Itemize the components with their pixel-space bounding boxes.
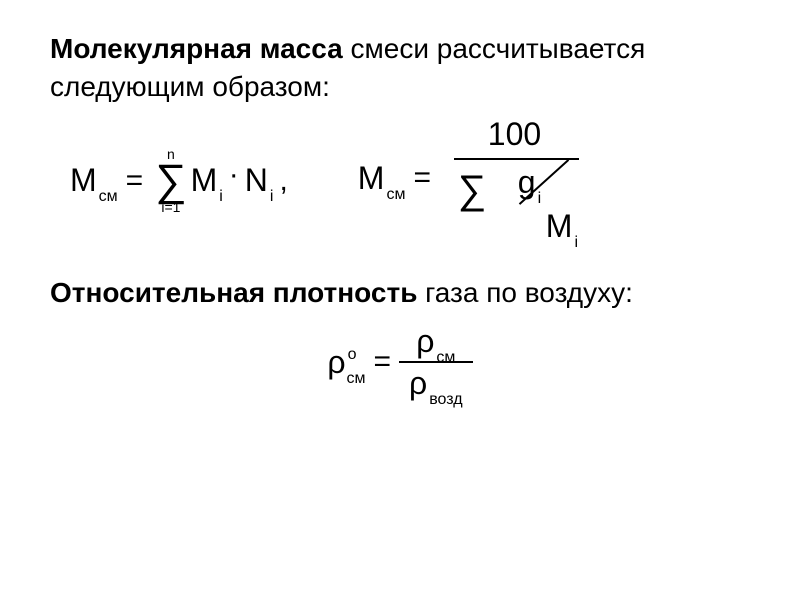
rho-den-sub: возд [429,392,462,408]
var-m-i-2: M i [546,208,578,245]
fraction-rho: ρ см ρ возд [399,321,473,403]
var-m-i: M i [191,162,223,199]
heading-1: Молекулярная масса смеси рассчитывается … [50,30,750,106]
slide: Молекулярная масса смеси рассчитывается … [0,0,800,600]
m-sub-mix: см [99,188,118,206]
m2-base: M [358,160,385,197]
formula-row-1: M см = n ∑ i=1 M i · N i , [70,116,750,246]
mi2-sub: i [574,234,578,252]
heading-1-bold: Молекулярная масса [50,33,343,64]
sigma-symbol-1: ∑ [155,161,186,201]
heading-2-bold: Относительная плотность [50,277,417,308]
var-m-mix-2: M см [358,160,406,197]
formula-3-wrap: ρ o см = ρ см ρ возд [50,321,750,403]
heading-2-rest: газа по воздуху: [417,277,633,308]
sum-lower: i=1 [161,200,180,214]
equals-2: = [413,161,431,195]
mi-sub: i [219,188,223,206]
heading-2: Относительная плотность газа по воздуху: [50,274,750,312]
rho-mix-lhs: ρ o см [327,344,365,381]
var-n-i: N i [245,162,274,199]
rho-base-lhs: ρ [327,344,345,381]
rho-num-sub: см [436,350,455,366]
m2-sub: см [386,186,405,204]
fraction-bar [454,158,579,160]
rho-denominator: ρ возд [399,363,473,403]
rho-numerator: ρ см [406,321,465,361]
equals-1: = [126,164,144,198]
rho-num-base: ρ [416,325,434,357]
formula-3: ρ o см = ρ см ρ возд [327,321,472,403]
summation-1: n ∑ i=1 [155,147,186,215]
var-m-mix-1: M см [70,162,118,199]
rho-den-base: ρ [409,367,427,399]
comma: , [279,164,287,198]
sigma-symbol-2: ∑ [458,168,487,213]
mi-base: M [191,162,218,199]
formula-1: M см = n ∑ i=1 M i · N i , [70,147,288,215]
ni-sub: i [270,188,274,206]
f2-lhs: M см = [358,160,439,197]
ni-base: N [245,162,268,199]
m-base: M [70,162,97,199]
equals-3: = [374,345,392,379]
numerator-100: 100 [488,116,541,153]
rho-sup-o: o [348,346,357,364]
gi-sub: i [538,190,542,208]
mi2-base: M [546,208,573,245]
rho-sub-mix-lhs: см [347,370,366,388]
cdot: · [229,158,239,192]
formula-2: M см = 100 ∑ g i M i [358,116,588,246]
